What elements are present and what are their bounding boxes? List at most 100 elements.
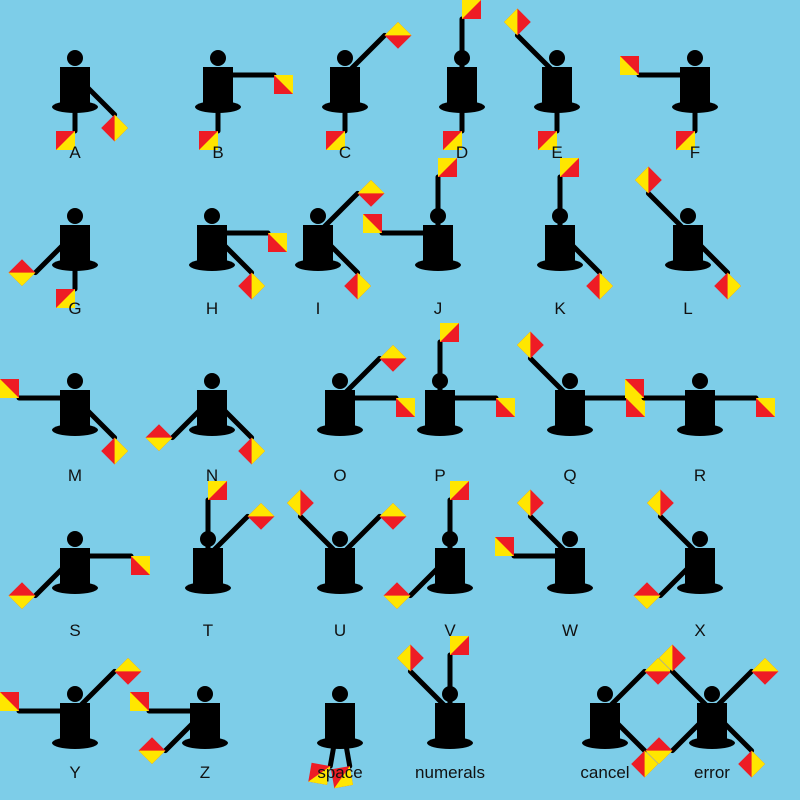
flag-yellow-half <box>443 131 462 150</box>
signal-label: space <box>317 763 363 782</box>
figure-arm <box>602 708 648 754</box>
figure-arm <box>32 230 78 276</box>
signal-label: S <box>69 621 81 640</box>
signal-v <box>383 481 473 609</box>
flag-yellow-half <box>599 272 613 300</box>
signal-label: T <box>202 621 214 640</box>
flag-yellow-half <box>659 644 673 672</box>
flag-yellow-half <box>56 289 75 308</box>
signal-label: J <box>433 299 443 318</box>
figure-arm <box>514 32 560 78</box>
signal-label: H <box>205 299 219 318</box>
flag-yellow-half <box>131 556 150 575</box>
signal-g <box>8 208 98 308</box>
figure-head <box>332 531 348 547</box>
flag-yellow-half <box>438 158 457 177</box>
signal-e <box>504 8 580 150</box>
flag-yellow-half <box>199 131 218 150</box>
flag-yellow-half <box>727 272 741 300</box>
flag-yellow-half <box>145 437 173 451</box>
flag-yellow-half <box>397 644 411 672</box>
flag-yellow-half <box>676 131 695 150</box>
signal-a <box>52 50 128 150</box>
figure-arm <box>337 513 383 559</box>
signal-label: I <box>315 299 321 318</box>
flag-yellow-half <box>751 658 779 672</box>
flag-yellow-half <box>626 398 645 417</box>
signal-label: W <box>561 621 579 640</box>
flag-yellow-half <box>357 180 385 194</box>
signal-c <box>322 22 412 150</box>
figure-head <box>67 50 83 66</box>
flag-yellow-half <box>517 489 531 517</box>
signal-o <box>317 345 415 436</box>
flag-yellow-half <box>495 537 514 556</box>
signal-z <box>130 686 228 764</box>
signal-f <box>620 50 718 150</box>
flag-yellow-half <box>114 114 128 142</box>
flag-yellow-half <box>247 503 275 517</box>
flag-yellow-half <box>208 481 227 500</box>
flag-yellow-half <box>756 398 775 417</box>
signal-label: cancel <box>580 763 630 782</box>
signal-label: V <box>444 621 456 640</box>
flag-yellow-half <box>504 8 518 36</box>
figure-head <box>704 686 720 702</box>
figure-arm <box>407 668 453 714</box>
signal-error <box>645 644 779 778</box>
figure-head <box>562 531 578 547</box>
figure-head <box>597 686 613 702</box>
flag-yellow-half <box>357 272 371 300</box>
signal-b <box>195 50 293 150</box>
figure-arm <box>669 708 715 754</box>
flag-yellow-half <box>326 131 345 150</box>
signal-label: N <box>205 466 219 485</box>
figure-arm <box>169 395 215 441</box>
flag-yellow-half <box>0 692 19 711</box>
figure-head <box>67 208 83 224</box>
signal-label: U <box>333 621 347 640</box>
flag-yellow-half <box>251 437 265 465</box>
signal-label: K <box>554 299 566 318</box>
flag-yellow-half <box>450 481 469 500</box>
figure-arm <box>645 190 691 236</box>
flag-yellow-half <box>496 398 515 417</box>
figure-arm <box>327 708 343 769</box>
flag-yellow-half <box>363 214 382 233</box>
figure-arm <box>297 513 343 559</box>
figure-arm <box>657 513 703 559</box>
flag-yellow-half <box>625 379 644 398</box>
flag-yellow-half <box>130 692 149 711</box>
flag-yellow-half <box>268 233 287 252</box>
signal-u <box>287 489 407 594</box>
signal-p <box>417 323 515 436</box>
flag-yellow-half <box>635 166 649 194</box>
figure-head <box>332 686 348 702</box>
signal-h <box>189 208 287 300</box>
signal-label: error <box>694 763 730 782</box>
figure-arm <box>527 355 573 401</box>
figure-arm <box>657 553 703 599</box>
signal-label: F <box>689 143 701 162</box>
figure-arm <box>337 355 383 401</box>
figure-arm <box>72 72 118 118</box>
figure-head <box>204 373 220 389</box>
flag-yellow-half <box>114 658 142 672</box>
figure-head <box>332 373 348 389</box>
flag-yellow-half <box>440 323 459 342</box>
signal-label: G <box>68 299 82 318</box>
flag-yellow-half <box>334 766 353 789</box>
flag-yellow-half <box>8 272 36 286</box>
figure-head <box>692 373 708 389</box>
signal-label: A <box>69 143 81 162</box>
figure-head <box>197 686 213 702</box>
signal-label: E <box>551 143 563 162</box>
flag-yellow-half <box>287 489 301 517</box>
flag-yellow-half <box>462 0 481 19</box>
figure-arm <box>527 513 573 559</box>
signal-label: R <box>693 466 707 485</box>
signal-x <box>633 489 723 609</box>
flag-yellow-half <box>308 766 331 785</box>
figure-head <box>67 373 83 389</box>
